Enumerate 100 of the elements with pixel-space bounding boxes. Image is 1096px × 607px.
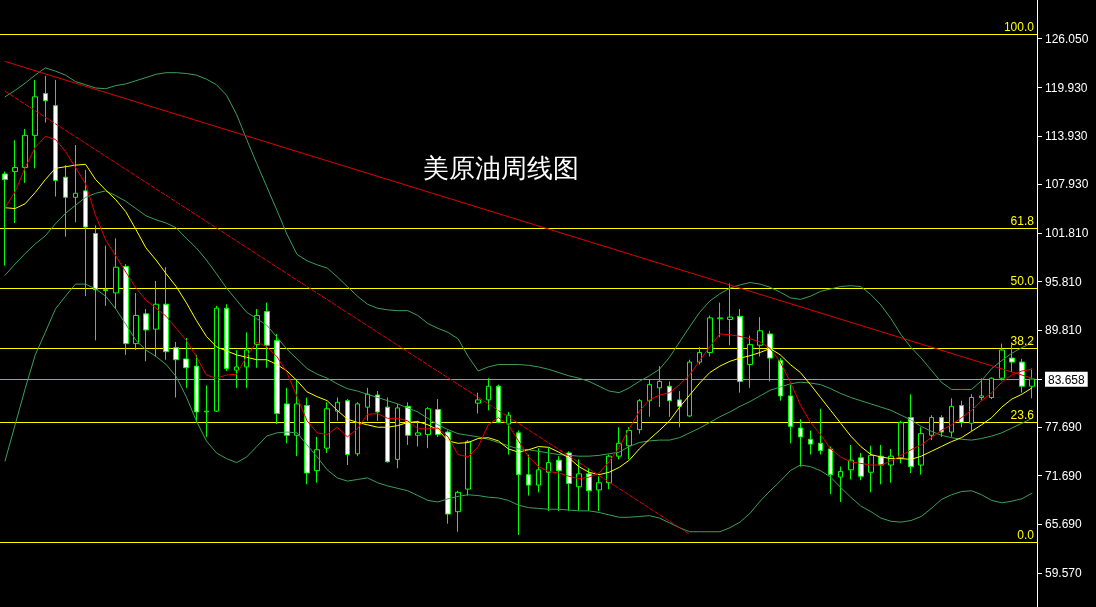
candlestick bbox=[385, 396, 390, 464]
candlestick bbox=[918, 426, 924, 476]
candlestick bbox=[43, 75, 48, 124]
candlestick bbox=[536, 447, 541, 493]
candlestick bbox=[183, 337, 189, 389]
y-tick-label: 113.930 bbox=[1045, 128, 1088, 143]
text: 美原油周线图 bbox=[423, 153, 579, 183]
candlestick bbox=[294, 379, 300, 457]
candlestick bbox=[717, 302, 723, 338]
candlestick bbox=[667, 380, 672, 418]
candlestick bbox=[103, 245, 108, 307]
candlestick bbox=[526, 454, 531, 497]
candlestick bbox=[314, 436, 320, 484]
candlestick bbox=[53, 79, 58, 197]
candlestick bbox=[214, 305, 219, 413]
candlestick bbox=[707, 314, 713, 357]
candlestick bbox=[415, 420, 421, 448]
y-tick-label: 119.930 bbox=[1045, 80, 1088, 95]
candlestick bbox=[959, 400, 964, 428]
candlestick bbox=[838, 466, 843, 503]
candlestick bbox=[586, 467, 592, 512]
candlestick bbox=[949, 397, 954, 438]
candlestick bbox=[929, 414, 934, 441]
candlestick bbox=[898, 420, 904, 464]
candlestick bbox=[284, 387, 290, 444]
y-tick-label: 95.810 bbox=[1045, 274, 1083, 289]
candlestick bbox=[113, 237, 119, 310]
candlestick bbox=[737, 308, 743, 394]
candlestick bbox=[465, 439, 471, 497]
candlestick bbox=[798, 418, 803, 468]
candlestick bbox=[2, 171, 8, 267]
candlestick bbox=[657, 365, 662, 408]
candlestick bbox=[445, 429, 451, 525]
candlestick bbox=[143, 308, 149, 362]
candlestick bbox=[83, 169, 88, 297]
candlestick bbox=[596, 475, 602, 512]
candlestick bbox=[22, 128, 28, 184]
annotation: 50.0 bbox=[1010, 274, 1035, 289]
candlestick bbox=[63, 164, 68, 238]
candlestick bbox=[1009, 343, 1015, 373]
candlestick bbox=[576, 458, 582, 512]
candlestick bbox=[757, 316, 763, 357]
candlestick bbox=[345, 398, 350, 466]
candlestick bbox=[204, 384, 209, 438]
y-tick-label: 77.690 bbox=[1045, 420, 1083, 435]
candlestick bbox=[858, 452, 864, 481]
candlestick bbox=[687, 359, 692, 418]
y-tick-label: 71.690 bbox=[1045, 468, 1083, 483]
y-tick-label: 83.658 bbox=[1048, 372, 1086, 387]
candlestick bbox=[455, 490, 461, 533]
candlestick bbox=[647, 379, 652, 418]
candlestick bbox=[727, 282, 733, 346]
candlestick bbox=[304, 396, 310, 485]
candlestick bbox=[73, 144, 78, 223]
candlestick bbox=[335, 396, 340, 422]
candlestick bbox=[828, 446, 833, 495]
candlestick bbox=[788, 384, 793, 444]
candlestick bbox=[395, 403, 400, 469]
annotation: 61.8 bbox=[1010, 214, 1035, 229]
candlestick bbox=[163, 266, 169, 361]
y-tick-label: 89.810 bbox=[1045, 322, 1083, 337]
candlestick bbox=[546, 447, 551, 512]
candlestick bbox=[365, 387, 370, 422]
candlestick bbox=[93, 224, 98, 341]
candlestick bbox=[506, 411, 511, 456]
candlestick bbox=[908, 393, 914, 474]
annotation: 100.0 bbox=[1003, 20, 1035, 35]
candlestick bbox=[32, 79, 38, 169]
candlestick bbox=[556, 455, 562, 512]
candlestick bbox=[475, 392, 481, 415]
y-tick-label: 101.810 bbox=[1045, 226, 1089, 241]
candlestick bbox=[808, 429, 813, 456]
candlestick bbox=[324, 401, 330, 454]
candlestick bbox=[1029, 368, 1035, 399]
y-tick-label: 126.050 bbox=[1045, 31, 1089, 46]
candlestick bbox=[767, 330, 773, 382]
candlestick bbox=[979, 377, 984, 402]
candlestick bbox=[234, 349, 239, 389]
candlestick bbox=[264, 302, 270, 369]
candlestick bbox=[274, 333, 280, 425]
candlestick bbox=[355, 401, 360, 457]
candlestick bbox=[173, 341, 179, 398]
annotation: 0.0 bbox=[1017, 528, 1035, 543]
candlestick bbox=[254, 308, 260, 369]
candlestick bbox=[375, 390, 380, 422]
candlestick bbox=[637, 398, 642, 435]
annotation: 38.2 bbox=[1010, 334, 1035, 349]
candlestick bbox=[626, 426, 632, 460]
candlestick bbox=[133, 292, 139, 351]
candlestick bbox=[989, 376, 994, 400]
candlestick bbox=[486, 377, 491, 411]
annotation: 23.6 bbox=[1010, 408, 1035, 423]
candlestick bbox=[194, 354, 199, 423]
y-tick-label: 59.570 bbox=[1045, 565, 1083, 580]
candlestick bbox=[747, 335, 753, 389]
candlestick bbox=[123, 263, 129, 356]
candlestick bbox=[969, 393, 974, 432]
candlestick bbox=[224, 303, 229, 372]
y-tick-label: 65.690 bbox=[1045, 516, 1083, 531]
candlestick bbox=[496, 384, 501, 424]
